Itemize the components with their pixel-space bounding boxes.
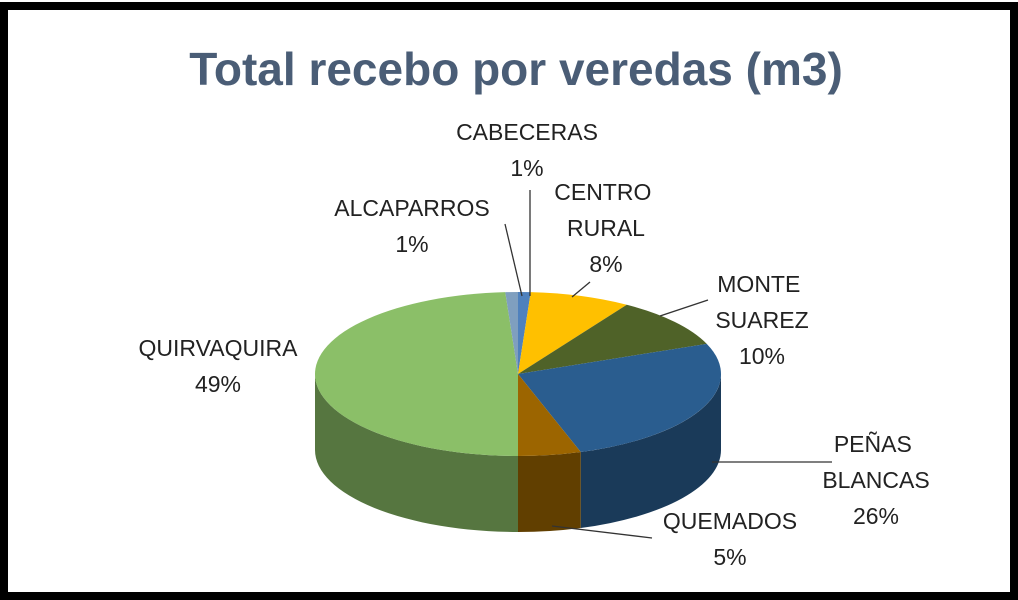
slice-label: ALCAPARROS: [334, 195, 490, 221]
leader-line: [551, 525, 653, 539]
slice-label: QUEMADOS: [663, 508, 797, 534]
slice-label: QUIRVAQUIRA: [139, 335, 299, 361]
slice-value-label: 26%: [853, 503, 899, 529]
slice-side: [518, 451, 581, 532]
slice-value-label: 49%: [195, 371, 241, 397]
leader-line: [571, 281, 591, 298]
slice-label: CABECERAS: [456, 119, 598, 145]
slice: [518, 304, 707, 374]
leader-line: [504, 223, 523, 297]
chart-title: Total recebo por veredas (m3): [189, 43, 843, 95]
slice-label: PEÑAS BLANCAS: [822, 431, 929, 493]
slice: [518, 374, 581, 456]
slice: [518, 292, 531, 374]
slice-label: MONTE SUAREZ: [715, 271, 808, 333]
slice: [518, 292, 627, 374]
leader-line: [659, 299, 709, 317]
slice: [518, 343, 721, 452]
slice-label: CENTRO RURAL: [554, 179, 658, 241]
slice-value-label: 5%: [713, 544, 746, 570]
slice-value-label: 1%: [395, 231, 428, 257]
slice-value-label: 10%: [739, 343, 785, 369]
slice-side: [315, 374, 518, 532]
slice-value-label: 8%: [589, 251, 622, 277]
slice-side: [580, 374, 721, 528]
slice-value-label: 1%: [510, 155, 543, 181]
slice: [505, 292, 518, 374]
slice: [314, 292, 518, 456]
